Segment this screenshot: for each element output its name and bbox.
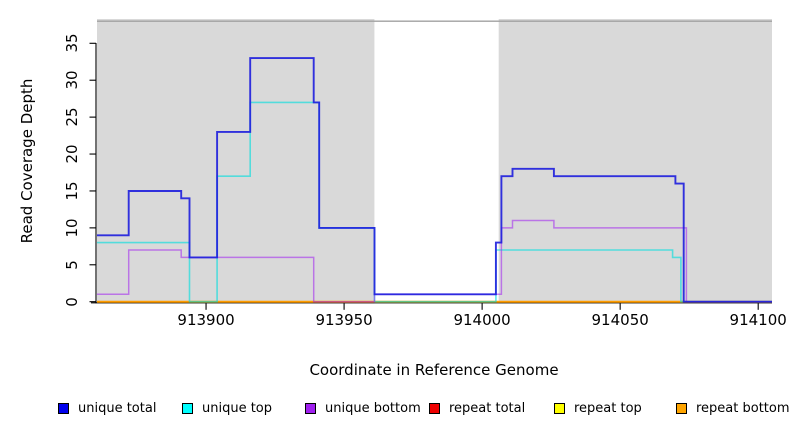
y-tick-label: 30 (63, 70, 81, 90)
y-tick-label: 10 (63, 218, 81, 238)
x-tick-label: 914050 (591, 311, 649, 329)
x-tick-label: 913950 (315, 311, 373, 329)
y-tick-label: 0 (63, 296, 81, 307)
y-tick-label: 20 (63, 144, 81, 164)
background-region-shaded-left (97, 19, 375, 304)
x-tick-label: 914100 (729, 311, 787, 329)
y-tick-label: 5 (63, 260, 81, 270)
y-axis-title: Read Coverage Depth (18, 78, 36, 244)
x-axis-title: Coordinate in Reference Genome (309, 361, 559, 379)
y-tick-label: 15 (63, 181, 81, 201)
x-tick-label: 913900 (177, 311, 235, 329)
y-tick-label: 35 (63, 33, 81, 53)
x-tick-label: 914000 (453, 311, 511, 329)
series-unique-total (97, 57, 772, 303)
background-region-gap-white (374, 19, 499, 304)
y-tick-label: 25 (63, 107, 81, 127)
background-region-shaded-right (498, 19, 772, 304)
